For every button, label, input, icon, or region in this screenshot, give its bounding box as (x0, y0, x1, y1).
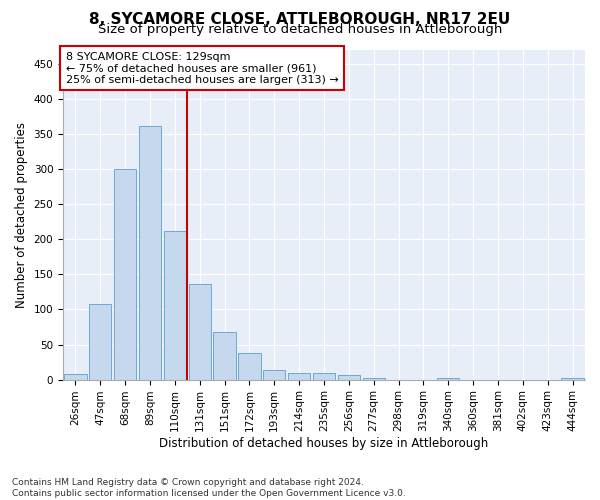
Bar (288, 372, 310, 380)
Bar (338, 376, 360, 380)
Bar (238, 353, 260, 380)
Bar (263, 370, 286, 380)
Bar (214, 332, 236, 380)
Bar (139, 126, 161, 380)
Text: 8 SYCAMORE CLOSE: 129sqm
← 75% of detached houses are smaller (961)
25% of semi-: 8 SYCAMORE CLOSE: 129sqm ← 75% of detach… (65, 52, 338, 85)
Text: Size of property relative to detached houses in Attleborough: Size of property relative to detached ho… (98, 22, 502, 36)
Text: Contains HM Land Registry data © Crown copyright and database right 2024.
Contai: Contains HM Land Registry data © Crown c… (12, 478, 406, 498)
Bar (562, 378, 584, 380)
Bar (313, 374, 335, 380)
Bar (64, 374, 86, 380)
Y-axis label: Number of detached properties: Number of detached properties (15, 122, 28, 308)
Bar (188, 284, 211, 380)
Bar (114, 168, 136, 380)
X-axis label: Distribution of detached houses by size in Attleborough: Distribution of detached houses by size … (160, 437, 488, 450)
Bar (89, 304, 112, 380)
Text: 8, SYCAMORE CLOSE, ATTLEBOROUGH, NR17 2EU: 8, SYCAMORE CLOSE, ATTLEBOROUGH, NR17 2E… (89, 12, 511, 28)
Bar (362, 378, 385, 380)
Bar (164, 231, 186, 380)
Bar (437, 378, 460, 380)
